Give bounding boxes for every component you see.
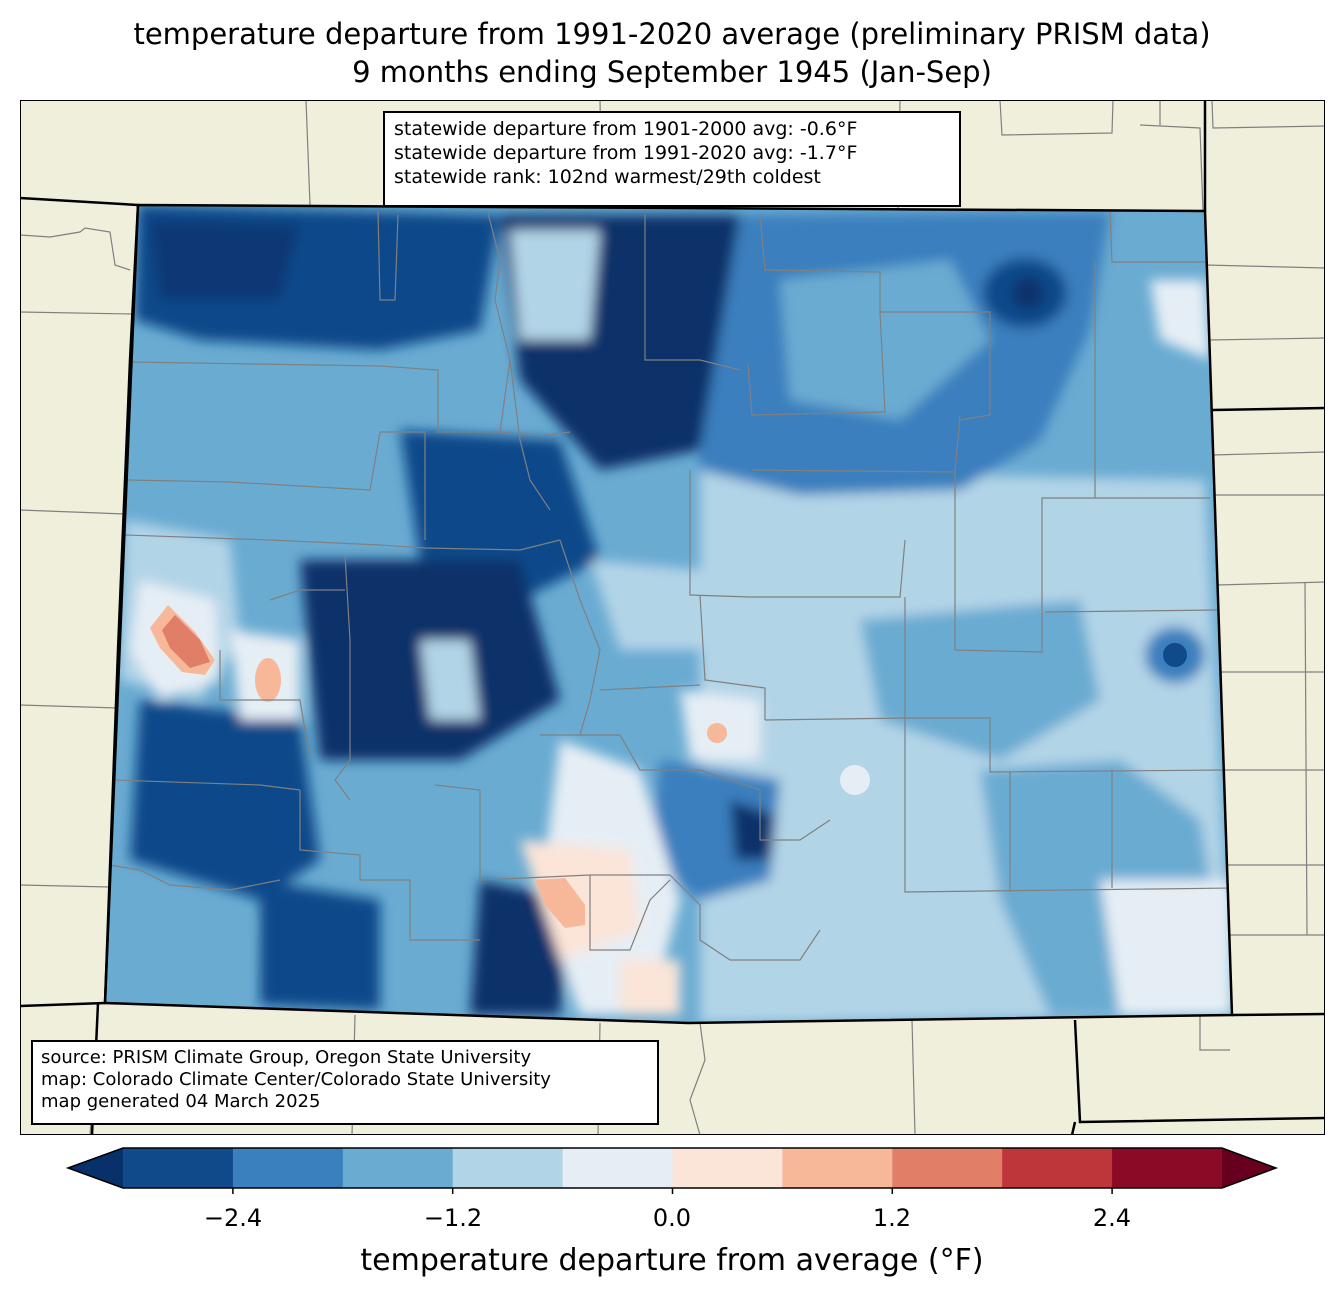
colorbar-swatch <box>232 1148 344 1188</box>
source-line: source: PRISM Climate Group, Oregon Stat… <box>41 1047 532 1068</box>
colorbar-swatch <box>123 1148 234 1188</box>
colorbar-extend-low <box>68 1148 123 1188</box>
colorbar-swatch <box>1002 1148 1113 1188</box>
statewide-stats-box: statewide departure from 1901-2000 avg: … <box>383 111 961 207</box>
map-title: temperature departure from 1991-2020 ave… <box>133 17 1211 51</box>
colorbar-swatch <box>452 1148 564 1188</box>
colorbar-swatch <box>1112 1148 1223 1188</box>
colorbar-swatch <box>342 1148 454 1188</box>
state-borders <box>20 100 1325 1135</box>
colorbar <box>65 1147 1279 1194</box>
colorbar-label: temperature departure from average (°F) <box>360 1243 984 1278</box>
stat-departure-1901-2000: statewide departure from 1901-2000 avg: … <box>394 118 858 140</box>
temperature-field <box>105 205 1232 1023</box>
colorbar-tick: 2.4 <box>1092 1204 1132 1232</box>
colorbar-swatch <box>562 1148 673 1188</box>
colorbar-swatch <box>672 1148 783 1188</box>
colorbar-extend-high <box>1222 1148 1276 1188</box>
colorbar-tick: −2.4 <box>203 1204 263 1232</box>
colorbar-tick: 0.0 <box>652 1204 692 1232</box>
source-box: source: PRISM Climate Group, Oregon Stat… <box>31 1040 659 1125</box>
colorbar-swatch <box>892 1148 1003 1188</box>
colorbar-tick: −1.2 <box>423 1204 483 1232</box>
map-credit-line: map: Colorado Climate Center/Colorado St… <box>41 1069 551 1090</box>
colorado-temperature-map <box>20 100 1325 1135</box>
stat-departure-1991-2020: statewide departure from 1991-2020 avg: … <box>394 142 858 164</box>
colorbar-tick: 1.2 <box>872 1204 912 1232</box>
stat-rank: statewide rank: 102nd warmest/29th colde… <box>394 166 821 188</box>
generated-date-line: map generated 04 March 2025 <box>41 1091 321 1112</box>
colorado-county-lines <box>109 211 1232 961</box>
map-subtitle: 9 months ending September 1945 (Jan-Sep) <box>352 55 992 89</box>
colorbar-outline <box>65 1147 1279 1189</box>
colorbar-swatch <box>782 1148 893 1188</box>
